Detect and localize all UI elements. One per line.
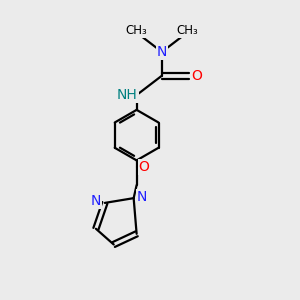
Text: O: O [191, 69, 203, 83]
Text: CH₃: CH₃ [126, 24, 148, 37]
Text: N: N [157, 45, 167, 59]
Text: NH: NH [117, 88, 137, 102]
Text: N: N [137, 190, 147, 204]
Text: O: O [139, 160, 149, 174]
Text: CH₃: CH₃ [176, 24, 198, 37]
Text: N: N [91, 194, 101, 208]
